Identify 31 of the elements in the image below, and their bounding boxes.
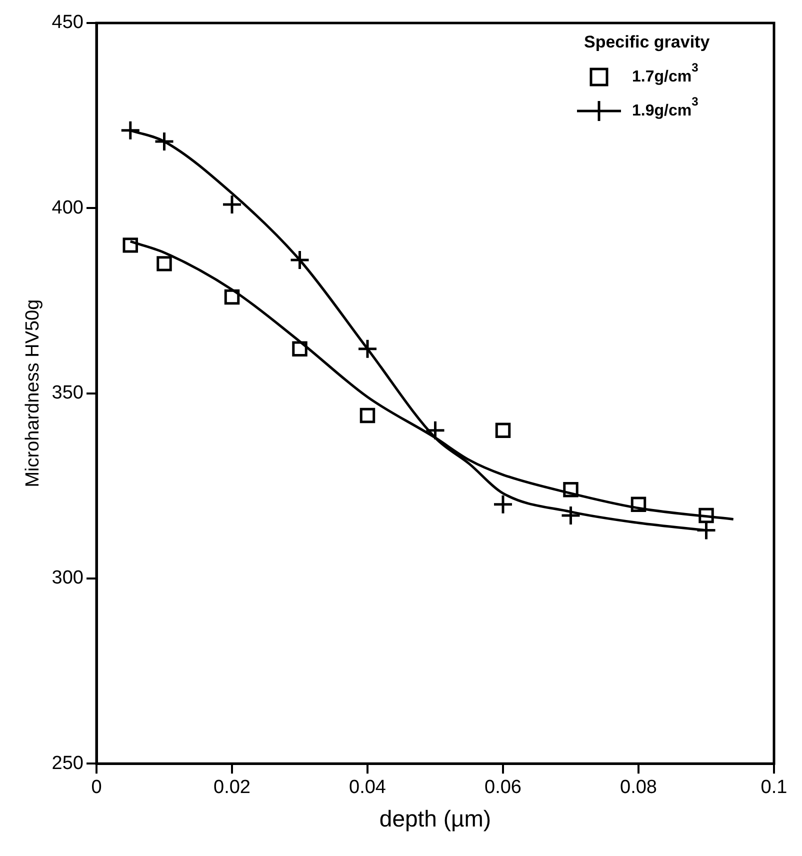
point: [122, 238, 138, 253]
point: [563, 482, 578, 498]
point: [290, 250, 310, 270]
point: [156, 256, 172, 272]
point: [630, 496, 646, 512]
point: [698, 508, 714, 524]
y-tick-label: 250: [52, 752, 84, 774]
point: [120, 120, 141, 141]
legend-title: Specific gravity: [584, 32, 710, 52]
x-tick-label: 0.04: [349, 777, 386, 798]
x-tick-label: 0.02: [214, 777, 250, 798]
point: [360, 408, 376, 424]
x-axis-title: depth (µm): [379, 806, 492, 832]
point: [492, 494, 514, 515]
x-tick-label: 0.08: [620, 777, 657, 798]
point: [222, 194, 242, 215]
point: [357, 338, 378, 360]
point: [292, 341, 308, 356]
x-tick-label: 0.1: [760, 777, 788, 798]
x-tick-label: 0.06: [484, 777, 522, 798]
y-tick-label: 300: [52, 568, 84, 589]
point: [425, 420, 446, 441]
x-tick-label: 0: [91, 777, 102, 798]
point: [154, 131, 174, 152]
y-tick-label: 350: [52, 382, 84, 404]
y-tick-label: 400: [52, 197, 84, 218]
point: [560, 505, 581, 526]
point: [224, 289, 240, 305]
y-axis-title: Microhardness HV50g: [22, 299, 44, 488]
point: [495, 422, 511, 438]
y-tick-label: 450: [52, 12, 84, 34]
